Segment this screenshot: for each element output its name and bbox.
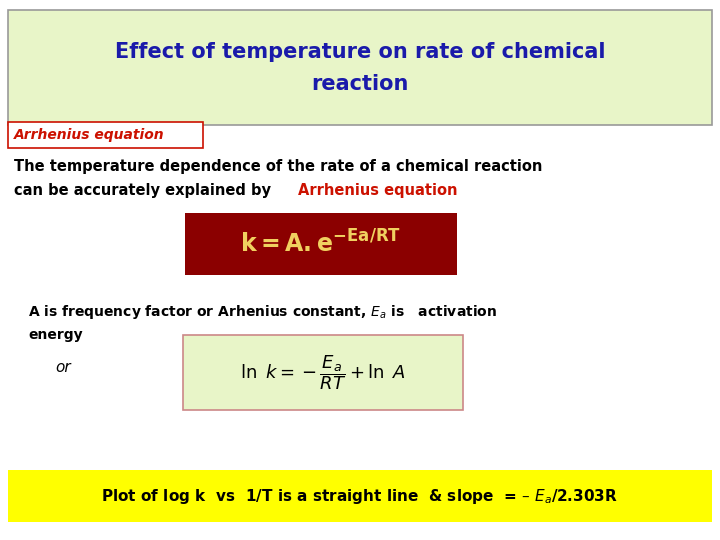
Text: Arrhenius equation: Arrhenius equation [14, 128, 165, 142]
FancyBboxPatch shape [183, 335, 463, 410]
Text: reaction: reaction [311, 74, 409, 94]
Text: or: or [55, 360, 71, 375]
Text: $\mathbf{k = A.e^{-Ea/RT}}$: $\mathbf{k = A.e^{-Ea/RT}}$ [240, 231, 402, 258]
FancyBboxPatch shape [8, 122, 203, 148]
Text: A is frequency factor or Arhenius constant, $E_a$ is   activation: A is frequency factor or Arhenius consta… [28, 303, 497, 321]
Text: The temperature dependence of the rate of a chemical reaction: The temperature dependence of the rate o… [14, 159, 542, 173]
Text: Plot of log k  vs  1/T is a straight line  & slope  = – $E_a$/2.303R: Plot of log k vs 1/T is a straight line … [102, 487, 618, 505]
FancyBboxPatch shape [8, 10, 712, 125]
Text: $\ln\ k = -\dfrac{E_a}{RT} + \ln\ A$: $\ln\ k = -\dfrac{E_a}{RT} + \ln\ A$ [240, 354, 406, 393]
Text: Arrhenius equation: Arrhenius equation [298, 183, 457, 198]
FancyBboxPatch shape [185, 213, 457, 275]
Text: Effect of temperature on rate of chemical: Effect of temperature on rate of chemica… [114, 42, 606, 62]
FancyBboxPatch shape [8, 470, 712, 522]
Text: energy: energy [28, 328, 83, 342]
Text: can be accurately explained by: can be accurately explained by [14, 183, 276, 198]
